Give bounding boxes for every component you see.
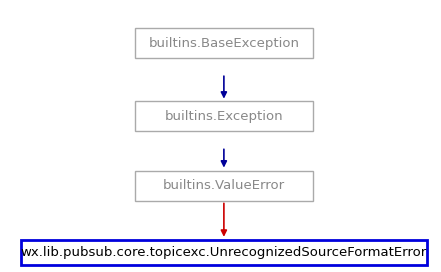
Text: builtins.Exception: builtins.Exception (164, 110, 283, 123)
Text: builtins.ValueError: builtins.ValueError (163, 179, 285, 192)
FancyBboxPatch shape (21, 240, 427, 265)
FancyBboxPatch shape (135, 28, 313, 58)
FancyBboxPatch shape (135, 101, 313, 131)
Text: builtins.BaseException: builtins.BaseException (148, 37, 299, 50)
FancyBboxPatch shape (135, 171, 313, 201)
Text: wx.lib.pubsub.core.topicexc.UnrecognizedSourceFormatError: wx.lib.pubsub.core.topicexc.Unrecognized… (21, 246, 427, 259)
